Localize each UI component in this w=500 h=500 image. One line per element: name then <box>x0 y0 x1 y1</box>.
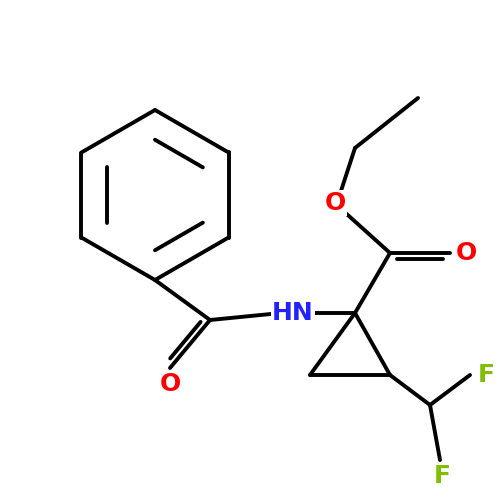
Text: F: F <box>478 363 494 387</box>
Text: O: O <box>456 241 476 265</box>
Text: F: F <box>434 464 450 488</box>
Text: O: O <box>160 372 180 396</box>
Text: O: O <box>324 191 345 215</box>
Text: HN: HN <box>272 301 314 325</box>
